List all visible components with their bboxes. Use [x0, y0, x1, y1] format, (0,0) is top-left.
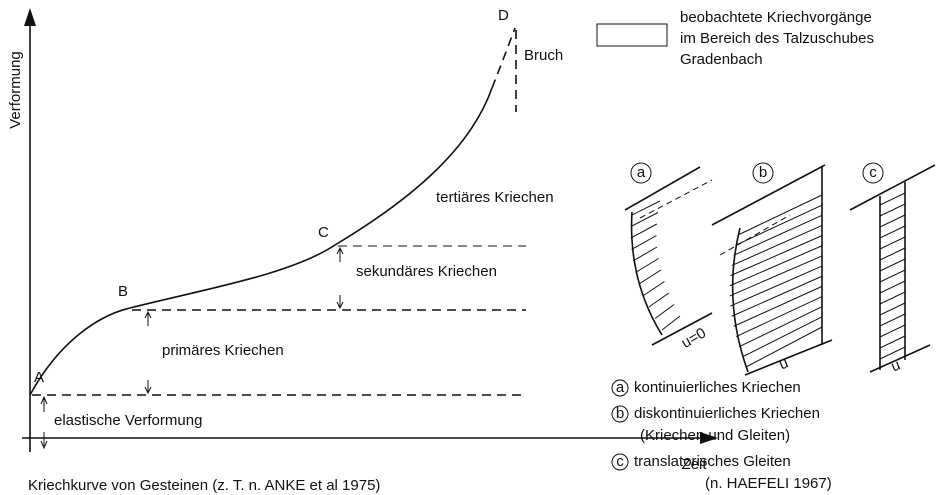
- hatch-line: [734, 286, 822, 326]
- hatch-line: [649, 293, 669, 307]
- hatch-line: [880, 281, 905, 293]
- fracture-label: Bruch: [524, 47, 563, 64]
- description: diskontinuierliches Kriechen: [634, 405, 820, 422]
- point-label: A: [34, 369, 44, 386]
- point-label: D: [498, 7, 509, 24]
- panel-letter: a: [637, 164, 646, 181]
- hatch-line: [631, 236, 656, 250]
- hatch-line: [880, 292, 905, 304]
- point-label: B: [118, 283, 128, 300]
- legend-text: im Bereich des Talzuschubes: [680, 30, 874, 47]
- source: (n. HAEFELI 1967): [705, 475, 832, 492]
- hatch-line: [636, 259, 659, 273]
- hatch-line: [880, 193, 905, 205]
- panel-letter: c: [869, 164, 877, 181]
- hatch-line: [880, 204, 905, 216]
- hatch-line: [631, 224, 657, 238]
- hatch-line: [739, 307, 822, 347]
- hatch-line: [631, 213, 658, 227]
- legend-text: Gradenbach: [680, 51, 763, 68]
- stage-label: primäres Kriechen: [162, 342, 284, 359]
- hatch-line: [880, 248, 905, 260]
- hatch-line: [662, 316, 680, 330]
- stage-label: elastische Verformung: [54, 412, 202, 429]
- hatch-line: [880, 325, 905, 337]
- point-label: C: [318, 224, 329, 241]
- hatch-line: [633, 247, 657, 261]
- hatch-line: [880, 270, 905, 282]
- description: translatorisches Gleiten: [634, 453, 791, 470]
- panel-letter: b: [759, 164, 767, 181]
- hatch-line: [736, 205, 822, 245]
- figure: Verformung Zeit A B C D Bruch tertiäres …: [0, 0, 941, 495]
- hatch-line: [730, 246, 822, 286]
- hatch-line: [880, 259, 905, 271]
- panel-sketches: [625, 165, 935, 375]
- description-letter: b: [616, 405, 624, 422]
- axes: [22, 8, 718, 452]
- hatch-line: [734, 215, 822, 255]
- panel-letters: [631, 163, 883, 183]
- curve-extension: [492, 28, 515, 88]
- legend-text: beobachtete Kriechvorgänge: [680, 9, 872, 26]
- y-axis-label: Verformung: [7, 51, 24, 129]
- hatch-line: [655, 305, 674, 319]
- stage-label: sekundäres Kriechen: [356, 263, 497, 280]
- hatch-line: [743, 317, 822, 357]
- hatch-line: [880, 303, 905, 315]
- hatch-line: [738, 195, 822, 235]
- description-letter: a: [616, 379, 625, 396]
- hatch-line: [880, 336, 905, 348]
- hatch-line: [880, 215, 905, 227]
- description-letter: c: [616, 453, 624, 470]
- description: kontinuierliches Kriechen: [634, 379, 801, 396]
- hatch-line: [730, 266, 822, 306]
- legend-box: [597, 24, 667, 46]
- hatch-line: [880, 314, 905, 326]
- displacement-label: u: [889, 357, 903, 376]
- hatch-line: [880, 226, 905, 238]
- hatch-line: [639, 270, 661, 284]
- description: (Kriechen und Gleiten): [640, 427, 790, 444]
- hatch-line: [880, 237, 905, 249]
- stage-label: tertiäres Kriechen: [436, 189, 554, 206]
- hatch-line: [732, 276, 822, 316]
- caption: Kriechkurve von Gesteinen (z. T. n. ANKE…: [28, 477, 380, 494]
- y-arrow: [24, 8, 36, 26]
- hatch-line: [730, 256, 822, 296]
- hatch-line: [643, 282, 664, 296]
- hatch-line: [736, 297, 822, 337]
